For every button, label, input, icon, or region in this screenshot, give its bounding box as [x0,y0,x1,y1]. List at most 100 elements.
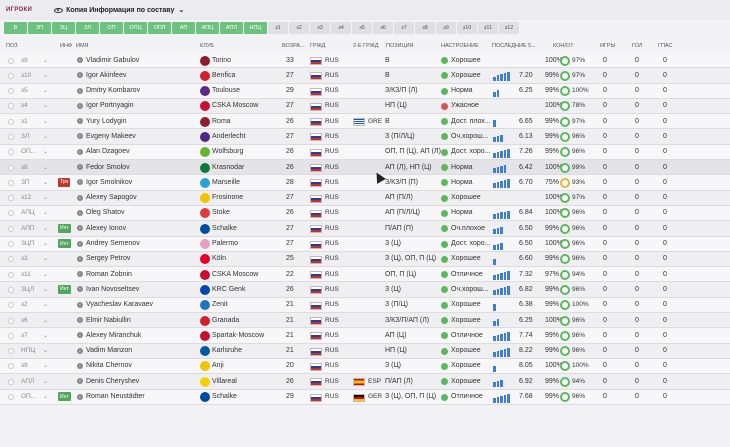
squad-position[interactable]: ЗЛ [21,133,29,140]
squad-position[interactable]: ЗЦЛ [21,286,34,293]
filter-chip[interactable]: з8 [415,22,435,34]
table-row[interactable]: ЗЦП ⌄ Инт i Andrey Semenov Palermo 27 RUS З (Ц) Д… [0,237,730,252]
header-assists[interactable]: ГПАС [658,43,672,49]
club-name[interactable]: Karlsruhe [212,347,242,354]
chevron-down-icon[interactable]: ⌄ [43,209,48,216]
row-select-radio[interactable] [8,88,14,94]
header-club[interactable]: КЛУБ [200,43,214,49]
player-name[interactable]: Yury Lodygin [86,118,126,125]
club-name[interactable]: Villareal [212,378,237,385]
info-icon[interactable]: i [77,286,83,292]
squad-position[interactable]: ЗП [21,179,30,186]
chevron-down-icon[interactable]: ⌄ [43,347,48,354]
header-position[interactable]: ПОЗИЦИЯ [386,43,414,49]
club-name[interactable]: Schalke [212,393,237,400]
chevron-down-icon[interactable]: ⌄ [43,301,48,308]
table-row[interactable]: з4 ⌄ i Igor Portnyagin CSKA Moscow 27 RUS НП (Ц… [0,99,730,114]
filter-chip[interactable]: з3 [310,22,330,34]
info-icon[interactable]: i [77,271,83,277]
club-name[interactable]: Palermo [212,240,238,247]
row-select-radio[interactable] [8,272,14,278]
chevron-down-icon[interactable]: ⌄ [43,164,48,171]
filter-chip[interactable]: з9 [436,22,456,34]
filter-chip[interactable]: ОПЦ [124,22,147,34]
chevron-down-icon[interactable]: ⌄ [43,332,48,339]
club-name[interactable]: Roma [212,118,231,125]
header-name[interactable]: ИМЯ [76,43,89,49]
club-name[interactable]: Wolfsburg [212,148,243,155]
table-row[interactable]: ОП... ⌄ i Alan Dzagoev Wolfsburg 26 RUS ОП, П (… [0,145,730,160]
row-select-radio[interactable] [8,241,14,247]
row-select-radio[interactable] [8,73,14,79]
table-row[interactable]: ЗЛ ⌄ i Evgeny Makeev Anderlecht 27 RUS З (П/Л/Ц… [0,129,730,144]
table-row[interactable]: з10 ⌄ i Igor Akinfeev Benfica 27 RUS В Хорошее 7.… [0,68,730,83]
filter-chip[interactable]: ОПЛ [148,22,171,34]
chevron-down-icon[interactable]: ⌄ [43,118,48,125]
club-name[interactable]: Benfica [212,72,235,79]
squad-position[interactable]: з10 [21,72,31,79]
table-row[interactable]: з2 ⌄ i Vyacheslav Karavaev Zenit 21 RUS З (П/Ц)… [0,298,730,313]
chevron-down-icon[interactable]: ⌄ [43,317,48,324]
squad-position[interactable]: з4 [21,102,28,109]
squad-position[interactable]: НПЦ [21,347,35,354]
row-select-radio[interactable] [8,256,14,262]
player-name[interactable]: Alexey Miranchuk [86,332,141,339]
table-row[interactable]: з5 ⌄ i Dmitry Kombarov Toulouse 29 RUS З/КЗ/П (… [0,84,730,99]
filter-chip[interactable]: з4 [331,22,351,34]
chevron-down-icon[interactable]: ⌄ [43,194,48,201]
filter-chip[interactable]: з12 [499,22,519,34]
chevron-down-icon[interactable]: ⌄ [43,148,48,155]
chevron-down-icon[interactable]: ⌄ [43,72,48,79]
info-icon[interactable]: i [77,118,83,124]
chevron-down-icon[interactable]: ⌄ [43,102,48,109]
club-name[interactable]: Spartak-Moscow [212,332,264,339]
player-name[interactable]: Igor Portnyagin [86,102,133,109]
squad-position[interactable]: з9 [21,57,28,64]
info-icon[interactable]: i [77,88,83,94]
row-select-radio[interactable] [8,333,14,339]
squad-position[interactable]: АПЦ [21,209,35,216]
table-row[interactable]: з8 ⌄ i Fedor Smolov Krasnodar 26 RUS АП (Л), НП… [0,160,730,175]
row-select-radio[interactable] [8,302,14,308]
row-select-radio[interactable] [8,149,14,155]
club-name[interactable]: Marseille [212,179,240,186]
filter-chip[interactable]: з7 [394,22,414,34]
row-select-radio[interactable] [8,165,14,171]
filter-chip[interactable]: з10 [457,22,477,34]
player-name[interactable]: Roman Zobnin [86,271,132,278]
info-icon[interactable]: i [77,394,83,400]
squad-position[interactable]: ОП... [21,148,36,155]
info-icon[interactable]: i [77,302,83,308]
filter-chip[interactable]: ОП [100,22,123,34]
chevron-down-icon[interactable]: ⌄ [43,271,48,278]
row-select-radio[interactable] [8,195,14,201]
squad-position[interactable]: ЗЦП [21,240,34,247]
row-select-radio[interactable] [8,394,14,400]
player-name[interactable]: Elmir Nabiullin [86,317,131,324]
header-games[interactable]: ИГРЫ [600,43,615,49]
player-name[interactable]: Alexey Sapogov [86,194,137,201]
header-goals[interactable]: ГОЛ [632,43,643,49]
squad-position[interactable]: з1 [21,118,28,125]
chevron-down-icon[interactable]: ⌄ [43,87,48,94]
info-icon[interactable]: i [77,348,83,354]
row-select-radio[interactable] [8,348,14,354]
filter-chip[interactable]: АП [172,22,195,34]
squad-position[interactable]: з11 [21,271,31,278]
table-row[interactable]: НПЦ ⌄ i Vadim Manzon Karlsruhe 21 RUS НП (Ц) Хор… [0,344,730,359]
chevron-down-icon[interactable]: ⌄ [43,240,48,247]
info-icon[interactable]: i [77,133,83,139]
header-morale[interactable]: НАСТРОЕНИЕ [441,43,479,49]
info-icon[interactable]: i [77,179,83,185]
table-row[interactable]: з11 ⌄ i Roman Zobnin CSKA Moscow 22 RUS ОП, П (… [0,267,730,282]
club-name[interactable]: Krasnodar [212,164,244,171]
club-name[interactable]: Frosinone [212,194,243,201]
header-nationality[interactable]: ГРЖД [310,43,325,49]
player-name[interactable]: Ivan Novoseltsev [86,286,139,293]
squad-position[interactable]: з12 [21,194,31,201]
chevron-down-icon[interactable]: ⌄ [43,393,48,400]
row-select-radio[interactable] [8,287,14,293]
chevron-down-icon[interactable]: ⌄ [43,179,48,186]
table-row[interactable]: з7 ⌄ i Alexey Miranchuk Spartak-Moscow 21 RUS А… [0,328,730,343]
player-name[interactable]: Evgeny Makeev [86,133,136,140]
